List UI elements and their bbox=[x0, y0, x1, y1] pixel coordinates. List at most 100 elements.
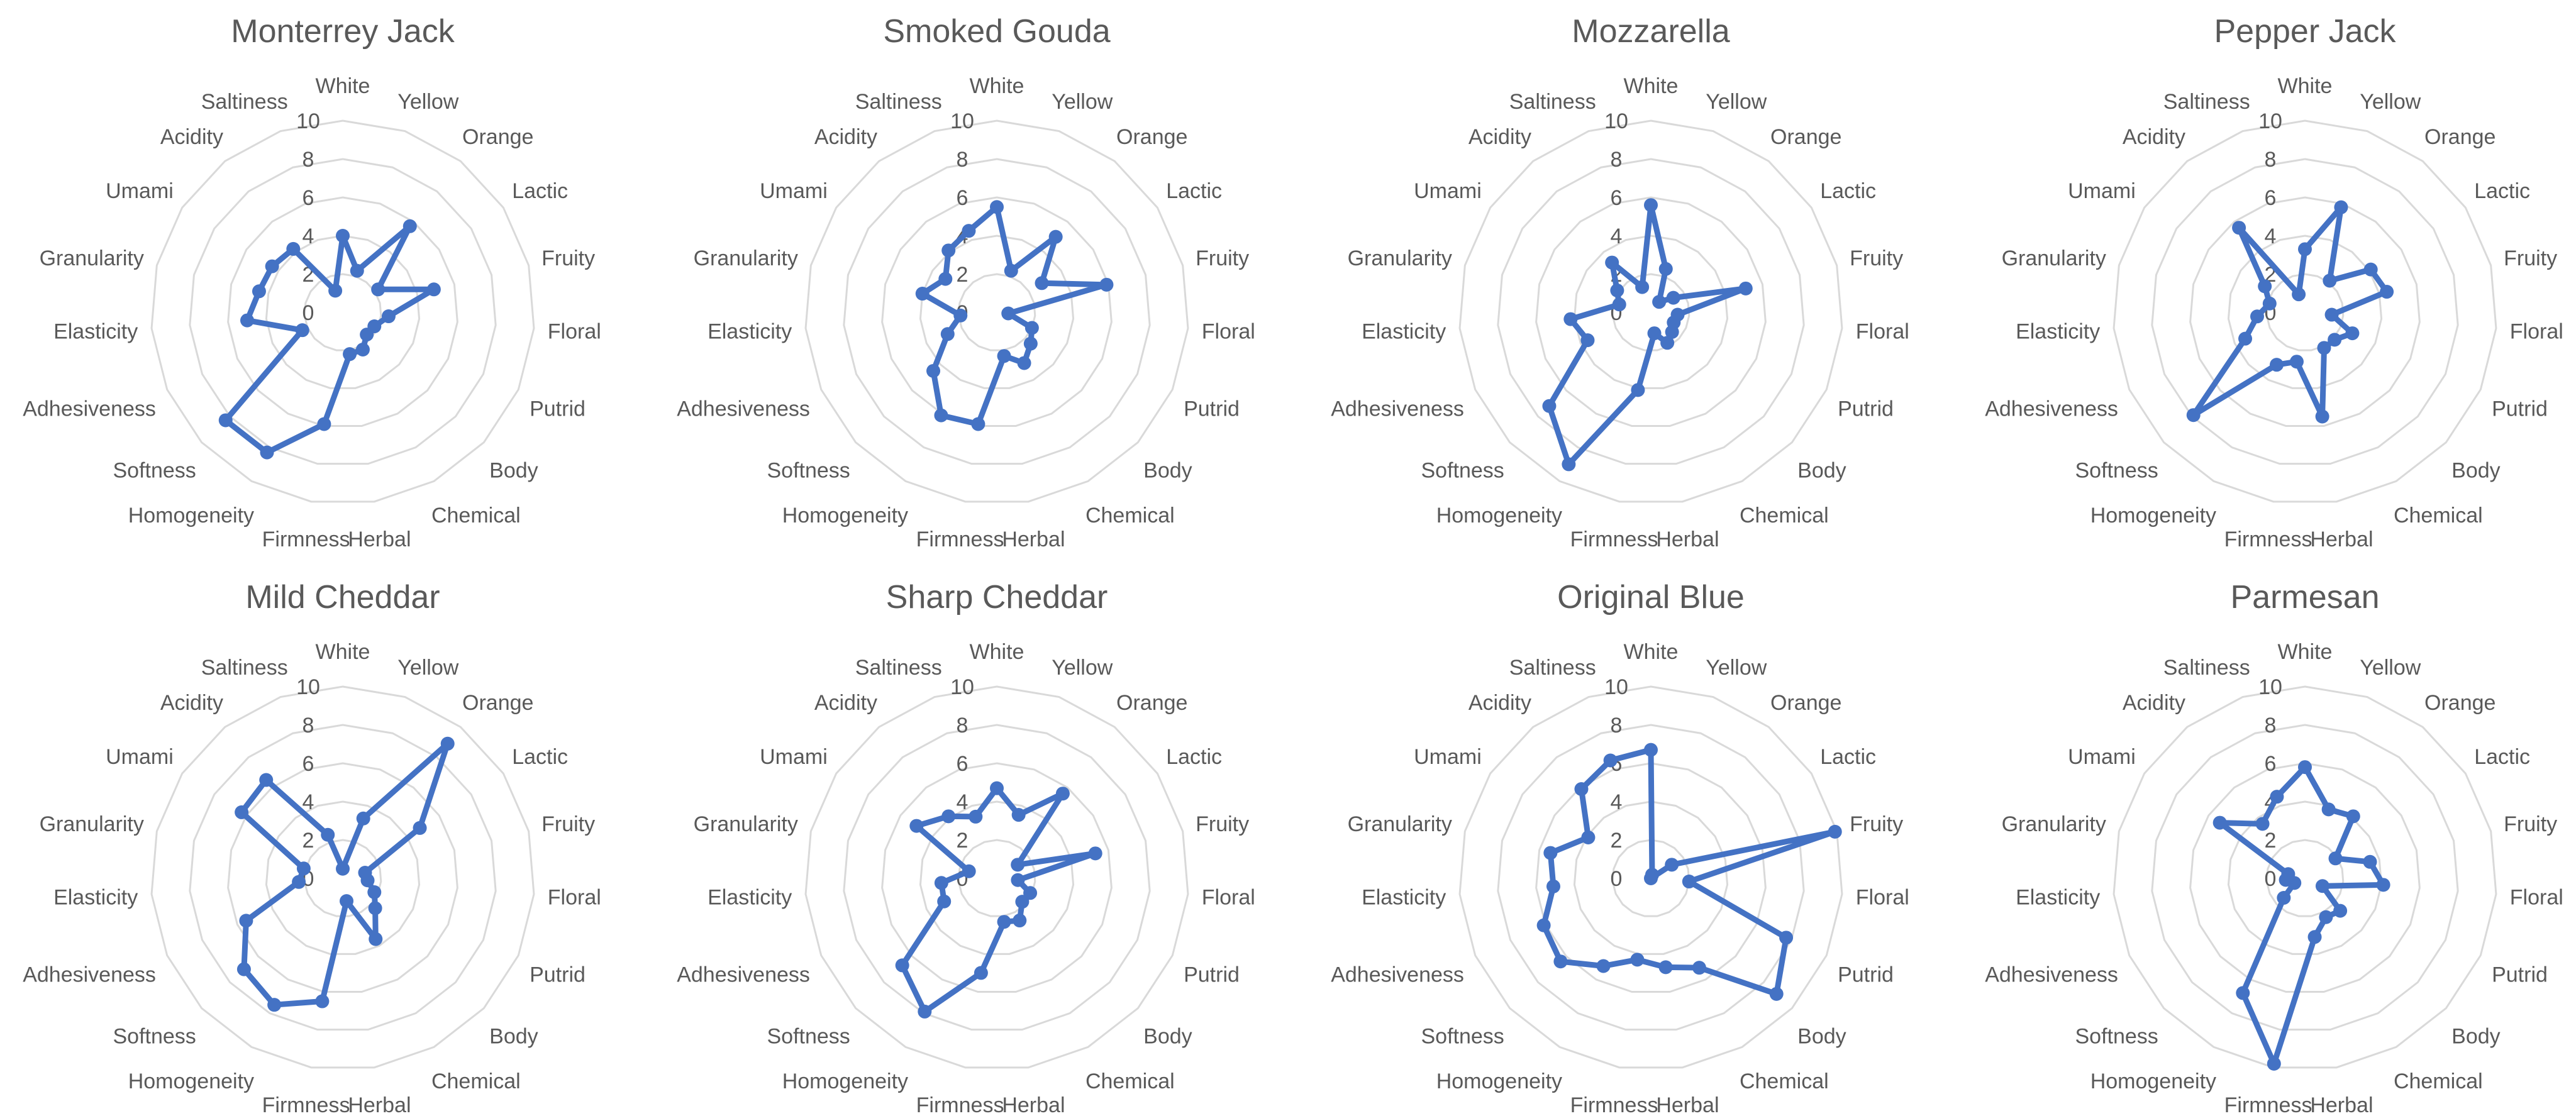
data-point-lactic bbox=[1035, 276, 1049, 290]
radar-grid bbox=[804, 119, 1189, 503]
data-point-chemical bbox=[2319, 910, 2333, 924]
category-label-elasticity: Elasticity bbox=[2016, 885, 2100, 909]
data-point-homogeneity bbox=[2236, 986, 2250, 1000]
data-point-lactic bbox=[1665, 858, 1679, 872]
data-point-umami bbox=[2258, 279, 2272, 294]
category-label-homogeneity: Homogeneity bbox=[782, 1069, 908, 1093]
data-point-herbal bbox=[343, 347, 357, 362]
data-point-homogeneity bbox=[918, 1004, 932, 1019]
category-label-herbal: Herbal bbox=[1002, 1093, 1065, 1116]
category-label-umami: Umami bbox=[2068, 745, 2136, 769]
category-label-umami: Umami bbox=[1414, 179, 1482, 203]
data-point-body bbox=[1665, 324, 1679, 339]
data-point-softness bbox=[2186, 408, 2201, 423]
category-label-floral: Floral bbox=[1856, 885, 1909, 909]
grid-ring bbox=[1535, 762, 1767, 993]
category-label-body: Body bbox=[2451, 458, 2501, 482]
data-point-fruity bbox=[2380, 285, 2394, 299]
data-point-saltiness bbox=[328, 284, 343, 298]
category-label-saltiness: Saltiness bbox=[201, 90, 288, 114]
tick-label: 6 bbox=[2265, 752, 2277, 776]
category-label-acidity: Acidity bbox=[1468, 125, 1531, 149]
grid-ring bbox=[843, 724, 1151, 1031]
data-point-granularity bbox=[962, 864, 976, 878]
category-label-floral: Floral bbox=[2510, 885, 2563, 909]
grid-ring bbox=[1497, 158, 1805, 465]
data-point-orange bbox=[2323, 273, 2337, 288]
category-label-softness: Softness bbox=[1421, 458, 1504, 482]
category-label-body: Body bbox=[1797, 458, 1846, 482]
data-point-fruity bbox=[2363, 854, 2377, 869]
tick-label: 4 bbox=[2265, 224, 2277, 248]
chart-title: Sharp Cheddar bbox=[886, 579, 1108, 616]
radar-chart-mild-cheddar: Mild Cheddar0246810WhiteYellowOrangeLact… bbox=[23, 579, 601, 1116]
grid-ring bbox=[957, 273, 1036, 351]
data-point-lactic bbox=[1011, 858, 1025, 872]
category-label-granularity: Granularity bbox=[2002, 812, 2106, 836]
tick-label: 6 bbox=[1611, 186, 1623, 210]
data-point-body bbox=[360, 328, 374, 342]
data-point-adhesiveness bbox=[295, 323, 309, 338]
data-point-firmness bbox=[971, 417, 985, 431]
data-point-body bbox=[1769, 986, 1784, 1001]
category-label-homogeneity: Homogeneity bbox=[1436, 504, 1562, 528]
data-point-floral bbox=[2376, 878, 2390, 892]
category-label-putrid: Putrid bbox=[530, 963, 586, 987]
data-point-floral bbox=[1011, 873, 1025, 887]
data-point-herbal bbox=[340, 894, 354, 909]
data-point-chemical bbox=[2317, 341, 2331, 355]
grid-ring bbox=[2151, 158, 2459, 465]
category-label-lactic: Lactic bbox=[1166, 179, 1222, 203]
category-label-white: White bbox=[2278, 74, 2333, 98]
data-point-floral bbox=[2324, 307, 2339, 322]
category-label-softness: Softness bbox=[767, 1024, 850, 1048]
data-point-homogeneity bbox=[267, 998, 282, 1012]
category-label-granularity: Granularity bbox=[694, 246, 798, 270]
data-point-softness bbox=[895, 958, 909, 973]
category-label-white: White bbox=[316, 74, 370, 98]
grid-ring bbox=[881, 762, 1113, 993]
category-label-chemical: Chemical bbox=[1740, 504, 1829, 528]
tick-label: 0 bbox=[2265, 867, 2277, 891]
tick-label: 2 bbox=[2265, 829, 2277, 853]
data-point-lactic bbox=[2363, 262, 2378, 277]
category-label-firmness: Firmness bbox=[2224, 1093, 2312, 1116]
category-label-orange: Orange bbox=[462, 125, 533, 149]
category-label-elasticity: Elasticity bbox=[708, 319, 792, 343]
data-point-body bbox=[2328, 333, 2342, 347]
series-line bbox=[238, 741, 451, 1008]
category-label-softness: Softness bbox=[2075, 1024, 2158, 1048]
category-label-yellow: Yellow bbox=[397, 90, 458, 114]
category-label-granularity: Granularity bbox=[694, 812, 798, 836]
category-label-homogeneity: Homogeneity bbox=[128, 1069, 254, 1093]
category-label-lactic: Lactic bbox=[1820, 179, 1876, 203]
data-point-yellow bbox=[350, 263, 364, 278]
category-label-homogeneity: Homogeneity bbox=[128, 504, 254, 528]
category-label-orange: Orange bbox=[2424, 691, 2496, 715]
category-label-umami: Umami bbox=[106, 745, 174, 769]
tick-label: 10 bbox=[296, 675, 320, 699]
data-point-white bbox=[990, 200, 1004, 214]
data-point-acidity bbox=[259, 773, 274, 787]
grid-ring bbox=[2112, 685, 2497, 1069]
data-point-firmness bbox=[1630, 953, 1645, 967]
data-point-umami bbox=[265, 259, 279, 273]
data-point-adhesiveness bbox=[1580, 333, 1595, 348]
data-point-body bbox=[2333, 903, 2348, 918]
category-label-adhesiveness: Adhesiveness bbox=[1331, 397, 1464, 421]
tick-label: 10 bbox=[2258, 109, 2282, 133]
category-label-floral: Floral bbox=[2510, 319, 2563, 343]
data-point-white bbox=[336, 861, 350, 876]
category-label-putrid: Putrid bbox=[1184, 963, 1240, 987]
tick-label: 10 bbox=[950, 675, 974, 699]
data-point-orange bbox=[1048, 229, 1063, 244]
data-point-fruity bbox=[426, 282, 441, 297]
data-point-floral bbox=[360, 873, 375, 888]
tick-label: 10 bbox=[2258, 675, 2282, 699]
data-point-herbal bbox=[1647, 326, 1662, 341]
data-point-yellow bbox=[356, 811, 370, 826]
category-label-yellow: Yellow bbox=[1706, 90, 1767, 114]
data-point-yellow bbox=[1004, 263, 1018, 278]
category-label-body: Body bbox=[1143, 1024, 1192, 1048]
category-label-granularity: Granularity bbox=[1348, 812, 1452, 836]
